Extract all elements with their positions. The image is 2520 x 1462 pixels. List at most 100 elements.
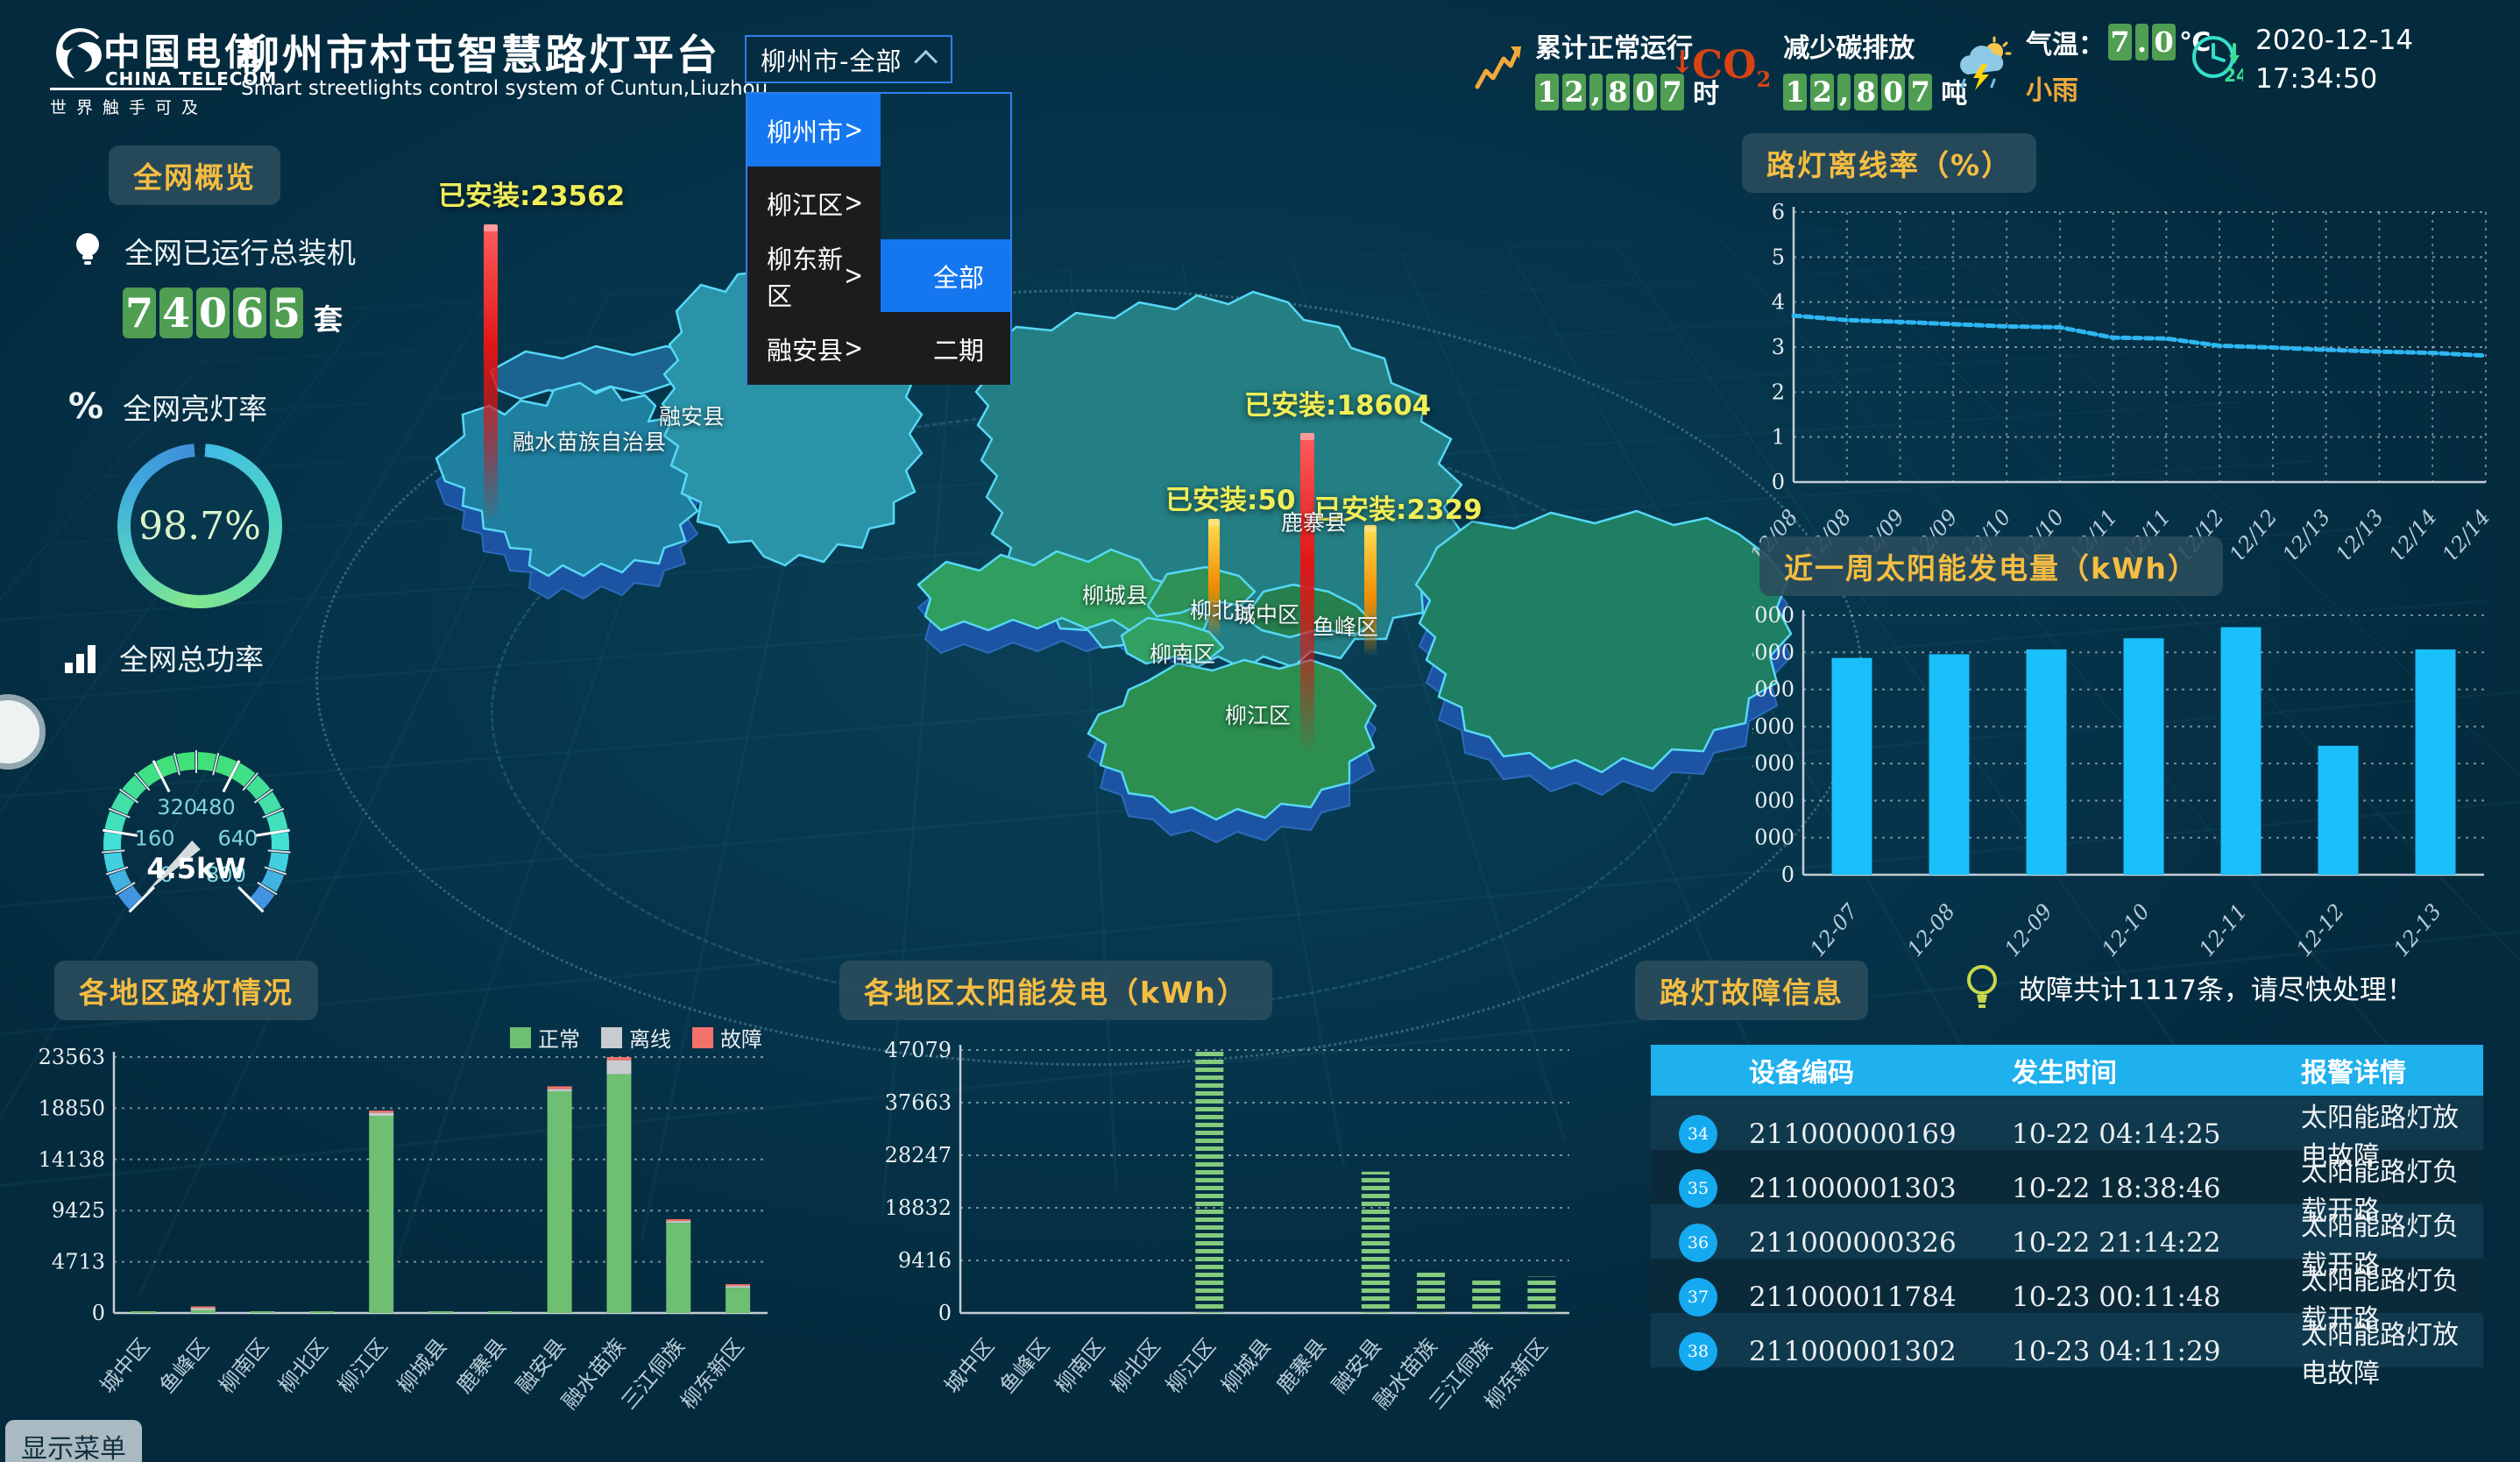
chevron-up-icon — [914, 49, 938, 74]
map-region-label: 融安县 — [659, 404, 726, 429]
bulb-icon — [76, 233, 99, 265]
menu-item-柳江区[interactable]: 柳江区 > — [747, 167, 881, 239]
offline-rate-chart: 0 1 2 3 4 5 6 12/08 12/08 12/09 12/09 12/10 12/10 12/… — [1745, 200, 2495, 567]
digit-box: 7 — [1908, 74, 1933, 110]
stacked-bar-故障 — [190, 1306, 216, 1309]
submenu-item-二期[interactable]: 二期 — [881, 312, 1010, 385]
stat-co2-label: 减少碳排放 — [1783, 33, 1915, 64]
power-row: 全网总功率 — [63, 636, 264, 678]
dropdown-level2: 全部 二期 — [881, 94, 1010, 385]
stacked-bar-离线 — [190, 1308, 216, 1310]
gauge-segment — [268, 852, 289, 872]
map-region-label: 城中区 — [1234, 602, 1300, 628]
gauge-segment — [104, 811, 127, 833]
menu-item-融安县[interactable]: 融安县 > — [747, 312, 881, 385]
legend-label: 故障 — [720, 1027, 762, 1052]
bar-cap — [1364, 525, 1377, 532]
stat-uptime-unit: 时 — [1693, 79, 1719, 110]
map-regions — [435, 269, 1793, 821]
bar-cap — [1208, 519, 1220, 526]
menu-item-柳州市[interactable]: 柳州市 > — [747, 94, 881, 167]
region-select[interactable]: 柳州市-全部 — [745, 35, 952, 83]
fault-row-35: 35 211000001303 10-22 18:38:46 太阳能路灯负载开路 — [1651, 1150, 2483, 1226]
gauge-segment — [117, 885, 143, 910]
fault-time: 10-23 00:11:48 — [2012, 1281, 2221, 1313]
solar-bar — [1361, 1171, 1390, 1313]
digit-box: 0 — [196, 287, 230, 338]
solar-bar — [1417, 1270, 1446, 1313]
china-telecom-logo — [56, 28, 102, 79]
fault-time: 10-22 18:38:46 — [2012, 1173, 2221, 1204]
map-installed-label: 已安装:2329 — [1314, 494, 1483, 526]
legend-item-离线[interactable]: 离线 — [601, 1022, 671, 1053]
stacked-bar-正常 — [250, 1311, 275, 1313]
x-axis-label: 12/13 — [2277, 505, 2335, 559]
menu-item-label: 柳江区 — [767, 189, 844, 220]
digit-box: . — [2135, 24, 2148, 60]
submenu-arrow-icon: > — [844, 332, 863, 365]
digit-box: 0 — [2152, 24, 2176, 60]
gauge-segment — [261, 869, 285, 892]
x-axis-label: 鱼峰区 — [155, 1334, 215, 1398]
region-lights-chart: 0 4713 9425 14138 18850 23563 城中区 鱼峰区 柳南区 柳北区 柳江区柳… — [23, 1004, 785, 1420]
gauge-segment — [265, 811, 288, 833]
fault-table-body: 34 211000000169 10-22 04:14:25 太阳能路灯放电故障 35 2… — [1651, 1096, 2483, 1389]
installed-row: 全网已运行总装机 — [70, 230, 356, 272]
legend-item-故障[interactable]: 故障 — [692, 1022, 762, 1053]
stat-time: 17:34:50 — [2255, 63, 2378, 95]
y-axis-label: 6 — [1772, 200, 1785, 224]
y-axis-label: 18832 — [885, 1196, 952, 1220]
stacked-bar-正常 — [547, 1090, 572, 1313]
stat-weather-condition: 小雨 — [2026, 75, 2078, 106]
overview-button[interactable]: 全网概览 — [109, 145, 280, 205]
solar-bar — [1472, 1280, 1501, 1313]
show-menu-button[interactable]: 显示菜单 — [5, 1420, 142, 1462]
map-installed-label: 已安装:50 — [1165, 485, 1296, 516]
region-lights-legend: 正常 离线 故障 — [368, 1022, 762, 1053]
gauge-segment — [197, 752, 216, 772]
bar-cap — [1300, 433, 1314, 440]
y-axis-label: 3 — [1772, 335, 1785, 359]
gauge-segment — [137, 763, 161, 787]
digit-box: 5 — [270, 287, 303, 338]
legend-item-正常[interactable]: 正常 — [510, 1022, 580, 1053]
solar-bar — [1195, 1050, 1224, 1313]
digit-box: , — [1837, 74, 1851, 110]
menu-item-柳东新区[interactable]: 柳东新区 > — [747, 239, 881, 312]
y-axis-label: 1 — [1772, 425, 1785, 450]
x-axis-label: 12/14 — [2384, 505, 2442, 559]
submenu-item-全部[interactable]: 全部 — [881, 239, 1010, 312]
gauge-tick-label: 160 — [135, 826, 175, 850]
edge-drag-handle[interactable] — [0, 694, 46, 770]
weekly-bar — [2415, 649, 2456, 875]
y-axis-label: 0 — [1772, 470, 1785, 494]
lighting-rate-value: 98.7% — [138, 503, 261, 549]
stacked-bar-离线 — [606, 1060, 632, 1075]
liuzhou-3d-map[interactable] — [333, 180, 1823, 951]
menu-item-label: 柳州市 — [767, 117, 844, 147]
y-axis-label: 47079 — [885, 1038, 952, 1062]
y-axis-label: 37663 — [885, 1090, 952, 1115]
fault-alert-text: 故障共计1117条，请尽快处理！ — [2019, 974, 2414, 1006]
gauge-tick-label: 320 — [157, 795, 197, 820]
stacked-bar-故障 — [666, 1219, 691, 1222]
map-installed-bar-1 — [1300, 433, 1314, 749]
stacked-bar-离线 — [726, 1286, 751, 1288]
gauge-segment — [103, 852, 124, 872]
map-region-label: 柳江区 — [1225, 703, 1292, 728]
stat-date: 2020-12-14 — [2255, 25, 2414, 56]
installed-unit: 套 — [314, 302, 343, 337]
stacked-bar-正常 — [428, 1311, 453, 1313]
x-axis-label: 12-11 — [2194, 899, 2252, 962]
col-device-code: 设备编码 — [1749, 1058, 1854, 1089]
x-axis-label: 12-09 — [2000, 899, 2057, 962]
y-axis-label: 6000 — [1752, 640, 1794, 664]
logo-tagline: 世界触手可及 — [50, 88, 222, 118]
gauge-segment — [110, 791, 135, 815]
x-axis-label: 鱼峰区 — [995, 1334, 1055, 1398]
stacked-bar-故障 — [606, 1057, 632, 1061]
stat-datetime: 24 2020-12-14 17:34:50 — [2189, 25, 2413, 95]
weekly-solar-title: 近一周太阳能发电量（kWh） — [1759, 536, 2223, 596]
stacked-bar-正常 — [309, 1311, 335, 1313]
